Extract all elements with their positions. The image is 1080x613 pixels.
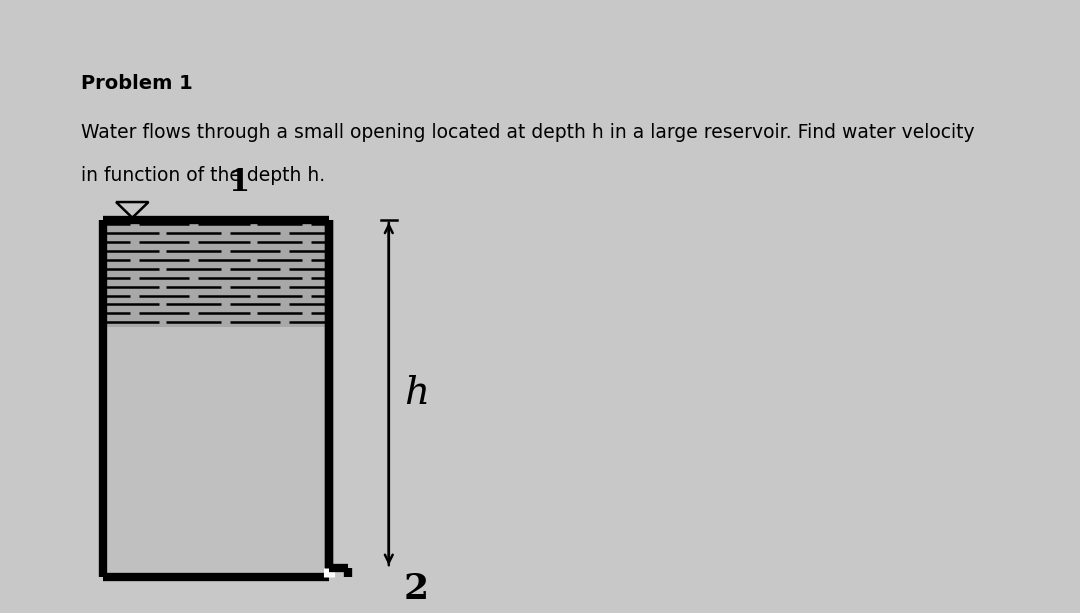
Text: 2: 2 [404, 572, 429, 606]
Bar [103, 219, 329, 577]
Bar [103, 219, 329, 327]
Text: h: h [404, 375, 429, 413]
Text: Problem 1: Problem 1 [81, 74, 192, 93]
Text: in function of the depth h.: in function of the depth h. [81, 166, 325, 185]
Text: Water flows through a small opening located at depth h in a large reservoir. Fin: Water flows through a small opening loca… [81, 123, 974, 142]
Text: 1: 1 [228, 167, 249, 198]
